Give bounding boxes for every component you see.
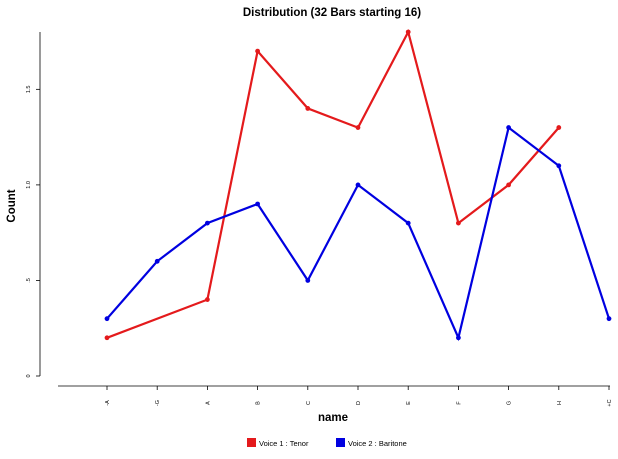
x-tick-label: B bbox=[256, 401, 262, 405]
data-point bbox=[456, 335, 461, 341]
y-tick-label: 1.5 bbox=[26, 86, 32, 94]
data-point bbox=[355, 182, 361, 188]
data-point bbox=[556, 125, 562, 130]
legend: Voice 1 : Tenor Voice 2 : Baritone bbox=[247, 438, 407, 448]
data-point bbox=[305, 106, 311, 111]
y-axis-title: Count bbox=[6, 189, 18, 222]
series-line-2 bbox=[106, 125, 611, 342]
data-point bbox=[355, 125, 361, 130]
x-tick-label: E bbox=[406, 401, 412, 405]
data-point bbox=[154, 258, 160, 264]
y-axis: 0 .5 1.0 1.5 bbox=[26, 32, 41, 378]
x-tick-label: F bbox=[456, 401, 462, 405]
data-point bbox=[606, 316, 612, 322]
legend-swatch bbox=[336, 438, 345, 447]
x-tick-label: +C bbox=[607, 399, 613, 406]
series-line-1 bbox=[106, 28, 560, 339]
legend-label: Voice 1 : Tenor bbox=[259, 439, 309, 448]
legend-label: Voice 2 : Baritone bbox=[348, 439, 407, 448]
data-point bbox=[205, 297, 210, 302]
data-point bbox=[506, 125, 511, 130]
data-point bbox=[104, 335, 110, 341]
x-tick-label: -A bbox=[105, 400, 111, 406]
data-point bbox=[405, 220, 411, 226]
data-point bbox=[456, 220, 461, 226]
x-tick-label: C bbox=[306, 401, 312, 405]
data-point bbox=[205, 220, 210, 226]
x-tick-label: -G bbox=[155, 400, 161, 406]
data-point bbox=[255, 48, 260, 54]
data-point bbox=[255, 201, 260, 207]
x-axis: -A -G A B C D E F G H +C bbox=[58, 385, 613, 407]
x-tick-label: H bbox=[557, 401, 563, 405]
y-tick-label: 0 bbox=[26, 374, 32, 377]
y-tick-label: .5 bbox=[26, 278, 32, 283]
data-point bbox=[556, 163, 562, 169]
x-axis-title: name bbox=[318, 412, 348, 424]
data-point bbox=[305, 278, 311, 283]
data-point bbox=[405, 29, 411, 35]
x-tick-label: D bbox=[356, 401, 362, 405]
chart-title: Distribution (32 Bars starting 16) bbox=[243, 7, 421, 19]
y-tick-label: 1.0 bbox=[26, 181, 32, 189]
data-point bbox=[506, 182, 511, 188]
legend-swatch bbox=[247, 438, 256, 447]
x-tick-label: A bbox=[205, 401, 211, 405]
series-layer bbox=[104, 28, 612, 342]
data-point bbox=[104, 316, 110, 322]
x-tick-label: G bbox=[507, 401, 513, 405]
